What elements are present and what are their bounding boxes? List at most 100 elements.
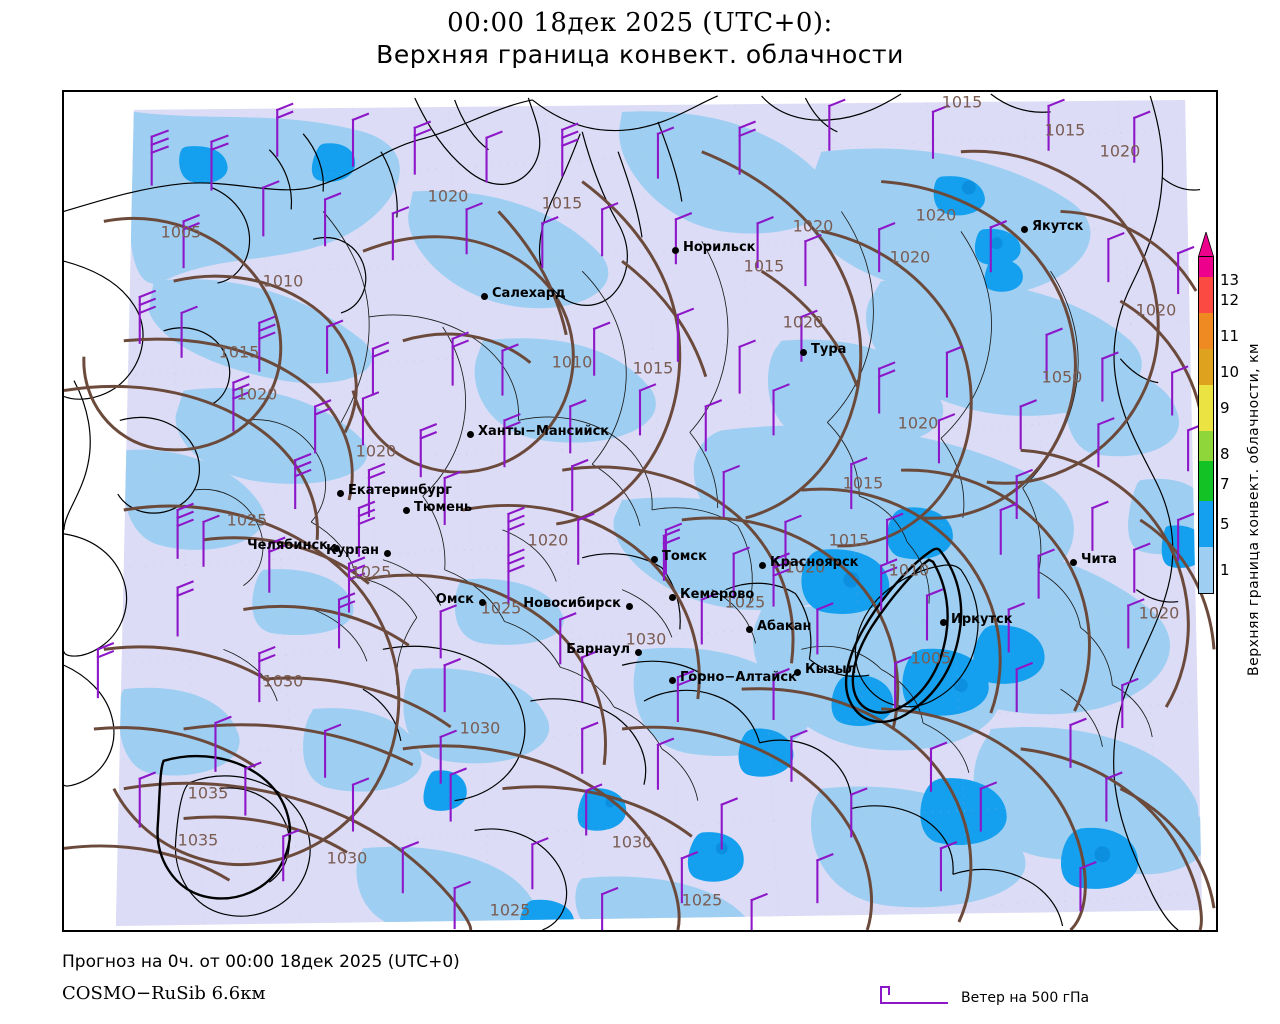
- colorbar-segment: [1199, 385, 1213, 431]
- city-dot-icon: [1020, 225, 1028, 233]
- model-info: COSMO−RuSib 6.6км: [62, 983, 266, 1004]
- isobar-label: 1020: [889, 247, 931, 267]
- colorbar-segment: [1199, 277, 1213, 313]
- colorbar-tick-label: 9: [1220, 399, 1230, 417]
- isobar-label: 1020: [427, 186, 469, 206]
- colorbar-segment: [1199, 501, 1213, 547]
- coastline-layer: [64, 93, 1201, 930]
- city-label: Кызыл: [805, 662, 857, 677]
- city-label: Курган: [326, 543, 379, 558]
- isobar-label: 1020: [792, 216, 834, 236]
- city-label: Челябинск: [247, 538, 328, 553]
- city-label: Салехард: [492, 286, 566, 301]
- isobar-label: 1025: [226, 510, 268, 530]
- isobar-label: 1025: [489, 900, 531, 920]
- city-label: Тура: [811, 342, 847, 357]
- wind-barb-layer: [96, 98, 1205, 930]
- city-label: Ханты−Мансийск: [478, 424, 610, 439]
- isobar-label: 1005: [160, 222, 202, 242]
- isobar-label: 1015: [842, 473, 884, 493]
- city-dot-icon: [625, 602, 633, 610]
- city-dot-icon: [466, 430, 474, 438]
- title-parameter: Верхняя граница конвект. облачности: [376, 40, 904, 69]
- isobar-label: 1030: [262, 671, 304, 691]
- colorbar-segment: [1199, 313, 1213, 349]
- colorbar: [1198, 232, 1216, 594]
- isobar-label: 1020: [915, 205, 957, 225]
- colorbar-tick-label: 12: [1220, 291, 1240, 309]
- colorbar-tick-label: 11: [1220, 327, 1240, 345]
- isobar-label: 1015: [541, 193, 583, 213]
- isobar-label: 1025: [480, 598, 522, 618]
- isobar-label: 1035: [177, 830, 219, 850]
- isobar-label: 1035: [187, 783, 229, 803]
- city-dot-icon: [668, 676, 676, 684]
- map-svg: [64, 92, 1216, 930]
- isobar-label: 1030: [625, 629, 667, 649]
- isobar-label: 1015: [743, 256, 785, 276]
- isobar-label: 1020: [782, 312, 824, 332]
- title-datetime: 00:00 18дек 2025 (UTC+0):: [447, 8, 833, 38]
- colorbar-segment: [1199, 431, 1213, 461]
- map-frame[interactable]: 1015 1015 1020 1020 1015 1005 1020 1020 1015 1020…: [62, 90, 1218, 932]
- city-dot-icon: [332, 544, 340, 552]
- isobar-label: 1050: [1041, 367, 1083, 387]
- colorbar-tick-label: 7: [1220, 475, 1230, 493]
- city-dot-icon: [478, 598, 486, 606]
- isobar-label: 1020: [527, 530, 569, 550]
- city-label: Томск: [662, 549, 707, 564]
- isobar-label: 1015: [828, 530, 870, 550]
- model-domain-layer: [115, 99, 1203, 927]
- wind-barb-icon: [880, 986, 948, 1004]
- city-label: Новосибирск: [523, 596, 621, 611]
- colorbar-segment: [1199, 461, 1213, 501]
- isobar-label: 1025: [350, 562, 392, 582]
- wind-legend: Ветер на 500 гПа: [875, 985, 1089, 1011]
- city-label: Иркутск: [951, 612, 1013, 627]
- city-dot-icon: [799, 348, 807, 356]
- isobar-label: 1020: [355, 441, 397, 461]
- colorbar-tick-label: 13: [1220, 271, 1240, 289]
- city-label: Якутск: [1032, 219, 1084, 234]
- city-dot-icon: [402, 506, 410, 514]
- city-dot-icon: [480, 292, 488, 300]
- colorbar-axis-label: Верхняя граница конвект. облачности, км: [1246, 342, 1262, 676]
- isobar-label: 1020: [1099, 141, 1141, 161]
- colorbar-ticks: 13 12 11 10 9 8 7 5 1: [1220, 232, 1260, 612]
- city-dot-icon: [336, 489, 344, 497]
- city-dot-icon: [793, 668, 801, 676]
- isobar-label: 1020: [236, 384, 278, 404]
- colorbar-tick-label: 8: [1220, 445, 1230, 463]
- region-boundaries: [193, 211, 1153, 801]
- isobar-label: 1010: [551, 352, 593, 372]
- isobar-label: 1020: [1138, 603, 1180, 623]
- colorbar-top-arrow: [1198, 232, 1214, 258]
- city-label: Красноярск: [770, 555, 859, 570]
- isobar-label: 1015: [1044, 120, 1086, 140]
- isobar-label: 1030: [611, 832, 653, 852]
- city-dot-icon: [671, 246, 679, 254]
- isobar-label: 1025: [681, 890, 723, 910]
- forecast-info: Прогноз на 0ч. от 00:00 18дек 2025 (UTC+…: [62, 952, 460, 972]
- city-label: Барнаул: [566, 642, 630, 657]
- city-label: Кемерово: [680, 587, 755, 602]
- isobar-label: 1020: [1135, 300, 1177, 320]
- city-dot-icon: [668, 593, 676, 601]
- isobar-label: 1005: [910, 648, 952, 668]
- city-label: Норильск: [683, 240, 756, 255]
- closed-contour-layer: [156, 547, 963, 900]
- colorbar-tick-label: 5: [1220, 515, 1230, 533]
- city-dot-icon: [745, 625, 753, 633]
- colorbar-tick-label: 1: [1220, 561, 1230, 579]
- city-label: Тюмень: [414, 500, 473, 515]
- isobar-label: 1015: [941, 92, 983, 112]
- map-canvas[interactable]: 1015 1015 1020 1020 1015 1005 1020 1020 1015 1020…: [64, 92, 1216, 930]
- isobar-label: 1010: [262, 271, 304, 291]
- city-label: Чита: [1081, 552, 1117, 567]
- city-label: Горно−Алтайск: [680, 670, 797, 685]
- isobar-label: 1030: [326, 848, 368, 868]
- city-dot-icon: [939, 618, 947, 626]
- wind-legend-label: Ветер на 500 гПа: [961, 990, 1090, 1006]
- isobar-label: 1020: [784, 557, 826, 577]
